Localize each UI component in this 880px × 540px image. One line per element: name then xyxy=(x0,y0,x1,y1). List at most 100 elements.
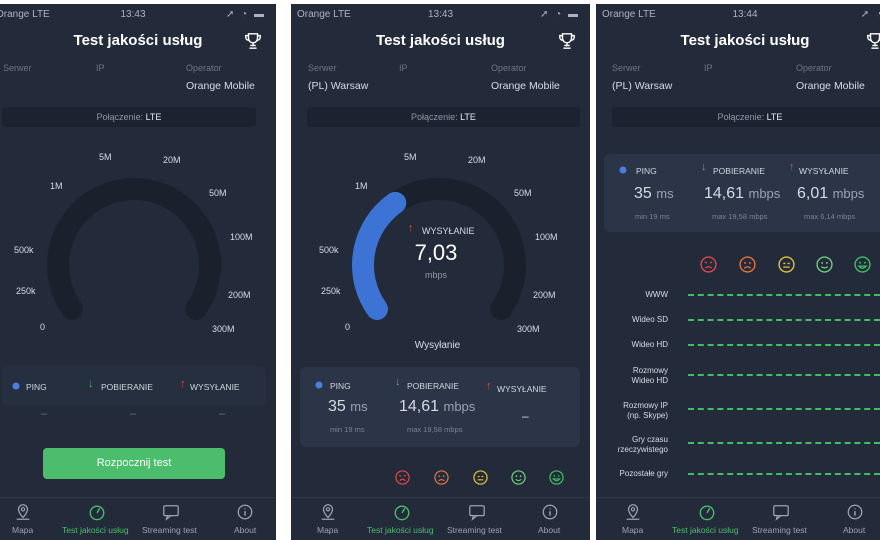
very-good-face-icon xyxy=(854,256,871,273)
speed-gauge: 0 250k 500k 1M 5M 20M 50M 100M 200M 300M… xyxy=(295,144,581,344)
map-pin-icon xyxy=(321,504,335,520)
gauge-tick: 0 xyxy=(345,322,351,332)
tab-streaming-label: Streaming test xyxy=(142,525,197,535)
tab-bar: Mapa Test jakości usług Streaming test A… xyxy=(596,497,880,540)
quality-row-label: Wideo SD xyxy=(631,315,668,324)
gauge-tick: 250k xyxy=(16,286,36,296)
info-icon xyxy=(847,504,863,520)
gauge-tick: 0 xyxy=(40,322,46,332)
good-face-icon xyxy=(816,256,833,273)
tab-map-label: Mapa xyxy=(12,525,34,535)
status-time: 13:44 xyxy=(732,9,758,20)
download-max: max 19,58 mbps xyxy=(712,212,768,221)
quality-rating-bar xyxy=(688,294,880,297)
tab-about-label: About xyxy=(538,525,561,535)
gauge-tick: 50M xyxy=(209,188,227,198)
quality-row-label: Pozostałe gry xyxy=(619,469,668,478)
quality-rating-bar xyxy=(688,473,880,476)
quality-row-label: Wideo HD xyxy=(631,340,668,349)
ping-label: PING xyxy=(26,382,47,392)
download-label: POBIERANIE xyxy=(407,381,459,391)
trophy-icon[interactable] xyxy=(558,32,576,50)
connection-label: Połączenie: xyxy=(411,112,458,122)
quality-rating-bar xyxy=(688,344,880,347)
neutral-face-icon xyxy=(778,256,795,273)
tab-quality-test-label: Test jakości usług xyxy=(62,525,129,535)
quality-rating-bar xyxy=(688,408,880,411)
tab-map-label: Mapa xyxy=(622,525,644,535)
connection-value: LTE xyxy=(766,112,783,122)
ip-label: IP xyxy=(399,63,408,73)
trophy-icon[interactable] xyxy=(866,32,880,50)
quality-row-label: WWW xyxy=(645,290,668,299)
upload-label: WYSYŁANIE xyxy=(799,166,849,176)
download-arrow-icon: ↓ xyxy=(88,378,94,390)
upload-max: max 6,14 mbps xyxy=(804,212,856,221)
battery-icon: ➚ ◔ ▬ xyxy=(226,9,266,20)
gauge-tick: 100M xyxy=(230,232,253,242)
gauge-arc xyxy=(47,178,221,320)
carrier-label: Orange LTE xyxy=(602,9,656,20)
gauge-tick: 500k xyxy=(14,245,34,255)
connection-bar: Połączenie: LTE xyxy=(2,107,256,127)
map-pin-icon xyxy=(16,504,30,520)
page-title: Test jakości usług xyxy=(680,32,810,49)
tab-quality-test-label: Test jakości usług xyxy=(672,525,739,535)
upload-value-empty: – xyxy=(219,408,226,420)
phone-screen-results: Orange LTE 13:44 ➚ ◔ Test jakości usług … xyxy=(596,4,880,540)
trophy-icon[interactable] xyxy=(244,32,262,50)
quality-rating-bar xyxy=(688,442,880,445)
tab-about-label: About xyxy=(843,525,866,535)
server-label: Serwer xyxy=(3,63,32,73)
operator-value: Orange Mobile xyxy=(491,80,560,92)
server-label: Serwer xyxy=(308,63,337,73)
bad-face-icon xyxy=(739,256,756,273)
ping-min: min 19 ms xyxy=(330,425,365,434)
server-label: Serwer xyxy=(612,63,641,73)
status-bar: Orange LTE 13:43 ➚ ◔ ▬ xyxy=(0,4,276,24)
upload-arrow-icon: ↑ xyxy=(789,161,795,173)
ping-value: 35 ms xyxy=(328,398,368,415)
gauge-tick: 1M xyxy=(50,181,63,191)
gauge-tick: 1M xyxy=(355,181,368,191)
upload-value-empty: – xyxy=(522,409,529,423)
tab-quality-test-label: Test jakości usług xyxy=(367,525,434,535)
gauge-tick: 500k xyxy=(319,245,339,255)
download-arrow-icon: ↓ xyxy=(395,376,401,388)
server-value: (PL) Warsaw xyxy=(612,80,673,92)
speed-gauge: 0 250k 500k 1M 5M 20M 50M 100M 200M 300M xyxy=(0,144,276,344)
upload-label: WYSYŁANIE xyxy=(497,384,547,394)
gauge-tick: 200M xyxy=(228,290,251,300)
connection-label: Połączenie: xyxy=(96,112,144,122)
upload-label: WYSYŁANIE xyxy=(190,382,240,392)
gauge-tick: 100M xyxy=(535,232,558,242)
connection-value: LTE xyxy=(460,112,476,122)
quality-rating-bar xyxy=(688,374,880,377)
carrier-label: Orange LTE xyxy=(0,9,50,20)
test-phase-label: Wysyłanie xyxy=(414,340,461,351)
upload-value: 6,01 mbps xyxy=(797,185,865,202)
video-message-icon xyxy=(773,505,789,521)
video-message-icon xyxy=(469,505,485,521)
speedometer-icon xyxy=(394,505,410,521)
stats-panel: PING ↓ POBIERANIE ↑ WYSYŁANIE xyxy=(2,366,266,406)
ip-label: IP xyxy=(704,63,713,73)
operator-label: Operator xyxy=(186,63,222,73)
very-bad-face-icon xyxy=(395,470,410,485)
tab-streaming-label: Streaming test xyxy=(752,525,807,535)
page-title: Test jakości usług xyxy=(73,32,203,49)
carrier-label: Orange LTE xyxy=(297,9,351,20)
video-message-icon xyxy=(163,505,179,521)
quality-row-label: Gry czasu rzeczywistego xyxy=(617,435,668,454)
download-max: max 19,58 mbps xyxy=(407,425,463,434)
gauge-tick: 250k xyxy=(321,286,341,296)
start-test-button[interactable]: Rozpocznij test xyxy=(43,448,225,479)
status-bar: Orange LTE 13:44 ➚ ◔ xyxy=(596,4,880,24)
ping-label: PING xyxy=(636,166,657,176)
status-time: 13:43 xyxy=(120,9,146,20)
stats-panel: PING ↓ POBIERANIE ↑ WYSYŁANIE 35 ms 14,6… xyxy=(300,367,580,447)
neutral-face-icon xyxy=(473,470,488,485)
upload-arrow-icon: ↑ xyxy=(180,378,186,390)
quality-rating-bar xyxy=(688,319,880,322)
operator-value: Orange Mobile xyxy=(186,80,255,92)
